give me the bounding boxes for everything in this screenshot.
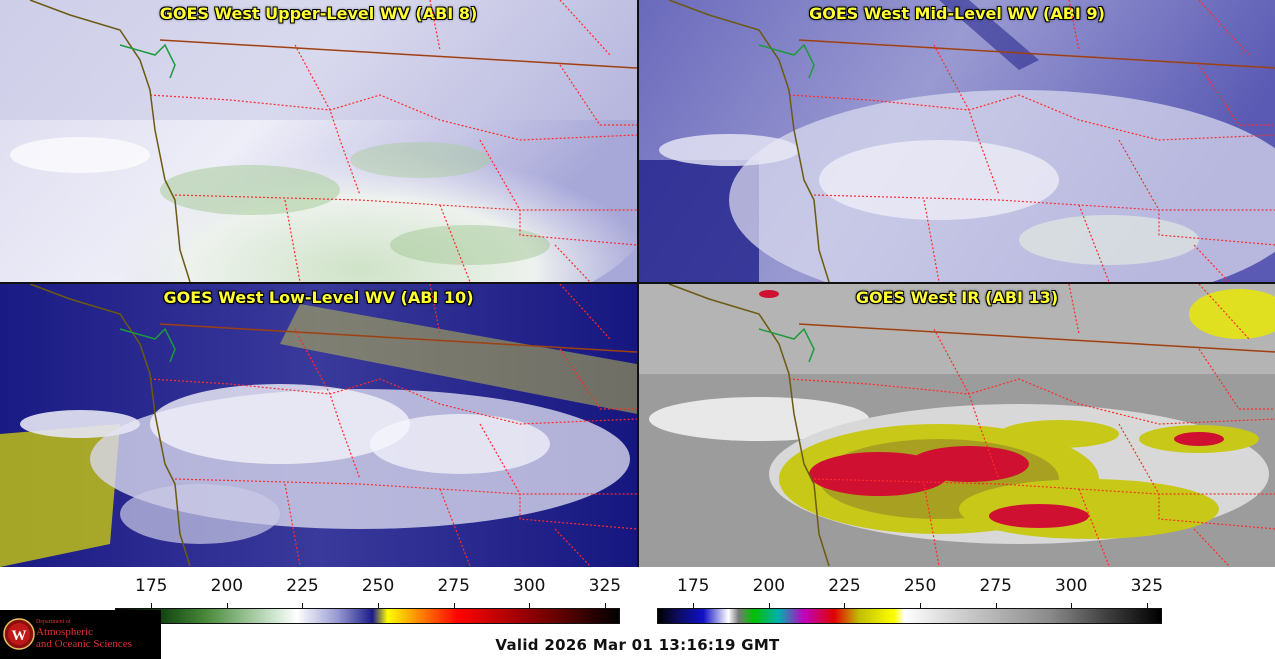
ir-colorbar-strip	[657, 608, 1162, 624]
colorbar-tick-mark	[844, 603, 846, 608]
colorbar-tick-label: 200	[752, 576, 786, 596]
valid-time: Valid 2026 Mar 01 13:16:19 GMT	[495, 636, 780, 654]
mid-level-wv-image	[639, 0, 1275, 282]
colorbar-tick-mark	[151, 603, 153, 608]
ir-colorbar-ticks: 175 200 225 250 275 300 325	[657, 576, 1164, 608]
wv-colorbar-ticks: 175 200 225 250 275 300 325	[115, 576, 622, 608]
logo-dept-line: Department of	[36, 619, 71, 625]
colorbar-tick-label: 175	[135, 576, 168, 596]
panel-title: GOES West Upper-Level WV (ABI 8)	[159, 4, 478, 23]
upper-level-wv-image	[0, 0, 637, 282]
colorbar-tick-label: 225	[286, 576, 319, 596]
ir-colorbar: 175 200 225 250 275 300 325	[657, 576, 1164, 626]
colorbar-tick-label: 275	[437, 576, 470, 596]
panel-mid-level-wv: GOES West Mid-Level WV (ABI 9)	[639, 0, 1275, 282]
colorbar-tick-label: 250	[903, 576, 937, 596]
colorbar-tick-label: 225	[828, 576, 861, 596]
colorbar-tick-mark	[768, 603, 770, 608]
low-level-wv-image	[0, 284, 637, 567]
colorbar-tick-mark	[529, 603, 531, 608]
ir-image	[639, 284, 1275, 567]
colorbar-tick-label: 325	[1130, 576, 1164, 596]
colorbar-tick-mark	[693, 603, 695, 608]
colorbar-tick-label: 300	[513, 576, 546, 596]
colorbar-tick-mark	[604, 603, 606, 608]
colorbar-tick-label: 250	[361, 576, 395, 596]
colorbar-tick-label: 175	[677, 576, 710, 596]
panel-ir: GOES West IR (ABI 13)	[639, 284, 1275, 567]
colorbar-tick-label: 200	[210, 576, 244, 596]
panel-title: GOES West Low-Level WV (ABI 10)	[163, 288, 474, 307]
colorbar-tick-mark	[920, 603, 922, 608]
colorbar-tick-mark	[1071, 603, 1073, 608]
wv-colorbar-strip	[115, 608, 620, 624]
colorbar-tick-mark	[453, 603, 455, 608]
colorbar-tick-mark	[1146, 603, 1148, 608]
panel-low-level-wv: GOES West Low-Level WV (ABI 10)	[0, 284, 637, 567]
panel-title: GOES West IR (ABI 13)	[855, 288, 1059, 307]
colorbar-tick-mark	[995, 603, 997, 608]
svg-text:W: W	[12, 628, 27, 644]
colorbar-tick-mark	[378, 603, 380, 608]
colorbar-tick-label: 325	[588, 576, 622, 596]
panel-upper-level-wv: GOES West Upper-Level WV (ABI 8)	[0, 0, 637, 282]
colorbar-tick-mark	[226, 603, 228, 608]
aos-logo: W Department of Atmospheric and Oceanic …	[0, 610, 161, 659]
panel-divider-horizontal	[0, 282, 1275, 284]
colorbar-tick-label: 300	[1055, 576, 1088, 596]
logo-name-line2: and Oceanic Sciences	[36, 638, 132, 650]
logo-name-line1: Atmospheric	[36, 626, 93, 638]
wv-colorbar: 175 200 225 250 275 300 325	[115, 576, 622, 626]
panel-title: GOES West Mid-Level WV (ABI 9)	[809, 4, 1105, 23]
colorbar-tick-mark	[302, 603, 304, 608]
colorbar-tick-label: 275	[979, 576, 1012, 596]
uw-crest-icon: W	[3, 618, 35, 650]
